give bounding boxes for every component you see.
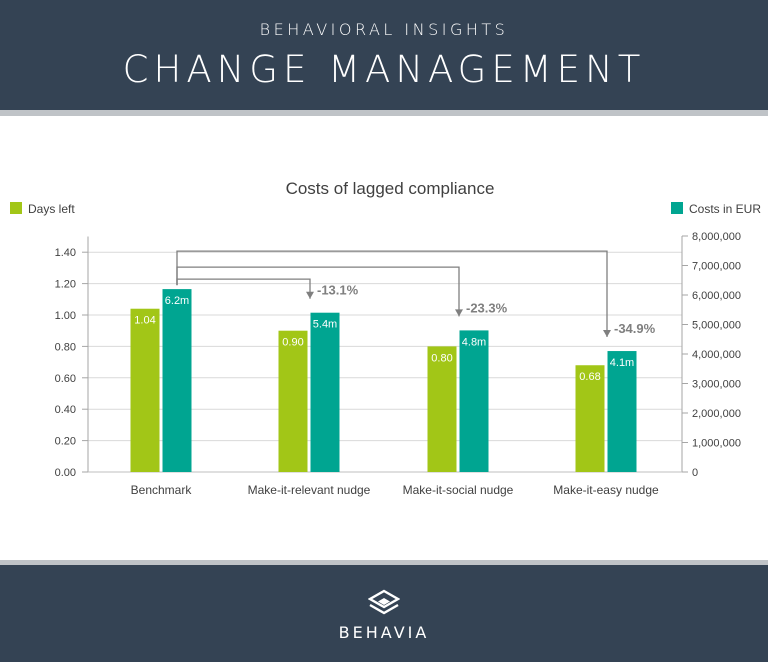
legend-label-days: Days left — [28, 202, 75, 216]
bracket-arrow-icon — [603, 330, 611, 338]
labels: 0.00 0.20 0.40 0.60 0.80 1.00 1.20 1.40 0 1,000,0… — [55, 231, 741, 497]
right-tick-label: 6,000,000 — [692, 290, 741, 302]
left-tick-label: 0.20 — [55, 436, 76, 448]
data-label-days: 0.90 — [282, 337, 303, 349]
bracket-arrow-icon — [455, 309, 463, 317]
category-label: Benchmark — [131, 483, 193, 497]
data-label-days: 1.04 — [134, 315, 155, 327]
right-tick-label: 2,000,000 — [692, 408, 741, 420]
right-tick-label: 0 — [692, 467, 698, 479]
category-label: Make-it-relevant nudge — [248, 483, 371, 497]
footer-brand: BEHAVIA — [338, 623, 430, 642]
left-tick-label: 0.60 — [55, 373, 76, 385]
comparison-bracket — [176, 278, 311, 299]
comparison-bracket — [176, 250, 608, 338]
bar-days-left — [575, 365, 605, 472]
bracket-arrow-icon — [306, 291, 314, 299]
bar-days-left — [130, 308, 160, 472]
data-label-costs: 4.8m — [462, 336, 486, 348]
header-banner: BEHAVIORAL INSIGHTS CHANGE MANAGEMENT — [0, 0, 768, 110]
bar-days-left — [278, 330, 308, 472]
costs-chart: Costs of lagged compliance Days left Cos… — [10, 179, 761, 497]
legend-swatch-costs — [671, 202, 683, 214]
right-tick-label: 1,000,000 — [692, 438, 741, 450]
header-subtitle: BEHAVIORAL INSIGHTS — [259, 20, 509, 39]
bar-costs — [162, 289, 192, 472]
data-label-costs: 5.4m — [313, 319, 337, 331]
bar-days-left — [427, 346, 457, 472]
header-divider — [0, 110, 768, 116]
legend-label-costs: Costs in EUR — [689, 202, 761, 216]
change-annotation: -13.1% — [317, 283, 359, 298]
data-label-costs: 4.1m — [610, 357, 634, 369]
footer-divider — [0, 560, 768, 565]
category-label: Make-it-social nudge — [403, 483, 514, 497]
legend-swatch-days — [10, 202, 22, 214]
data-label-days: 0.68 — [579, 371, 600, 383]
left-tick-label: 0.80 — [55, 341, 76, 353]
comparison-brackets — [176, 250, 611, 338]
bar-costs — [607, 351, 637, 472]
left-tick-label: 0.00 — [55, 467, 76, 479]
right-tick-label: 8,000,000 — [692, 231, 741, 243]
bar-costs — [459, 330, 489, 472]
left-tick-label: 1.20 — [55, 279, 76, 291]
category-label: Make-it-easy nudge — [553, 483, 659, 497]
data-label-days: 0.80 — [431, 352, 452, 364]
right-tick-label: 3,000,000 — [692, 379, 741, 391]
bars — [130, 289, 637, 472]
change-annotation: -23.3% — [466, 300, 508, 315]
bar-costs — [310, 312, 340, 472]
right-tick-label: 5,000,000 — [692, 320, 741, 332]
left-tick-label: 1.00 — [55, 310, 76, 322]
left-tick-label: 0.40 — [55, 404, 76, 416]
right-tick-label: 7,000,000 — [692, 261, 741, 273]
data-label-costs: 6.2m — [165, 295, 189, 307]
left-tick-label: 1.40 — [55, 247, 76, 259]
behavia-logo-icon — [368, 589, 400, 615]
header-title: CHANGE MANAGEMENT — [122, 48, 646, 91]
chart-title: Costs of lagged compliance — [286, 179, 495, 198]
right-tick-label: 4,000,000 — [692, 349, 741, 361]
footer-banner: BEHAVIA — [0, 565, 768, 662]
change-annotation: -34.9% — [614, 321, 656, 336]
